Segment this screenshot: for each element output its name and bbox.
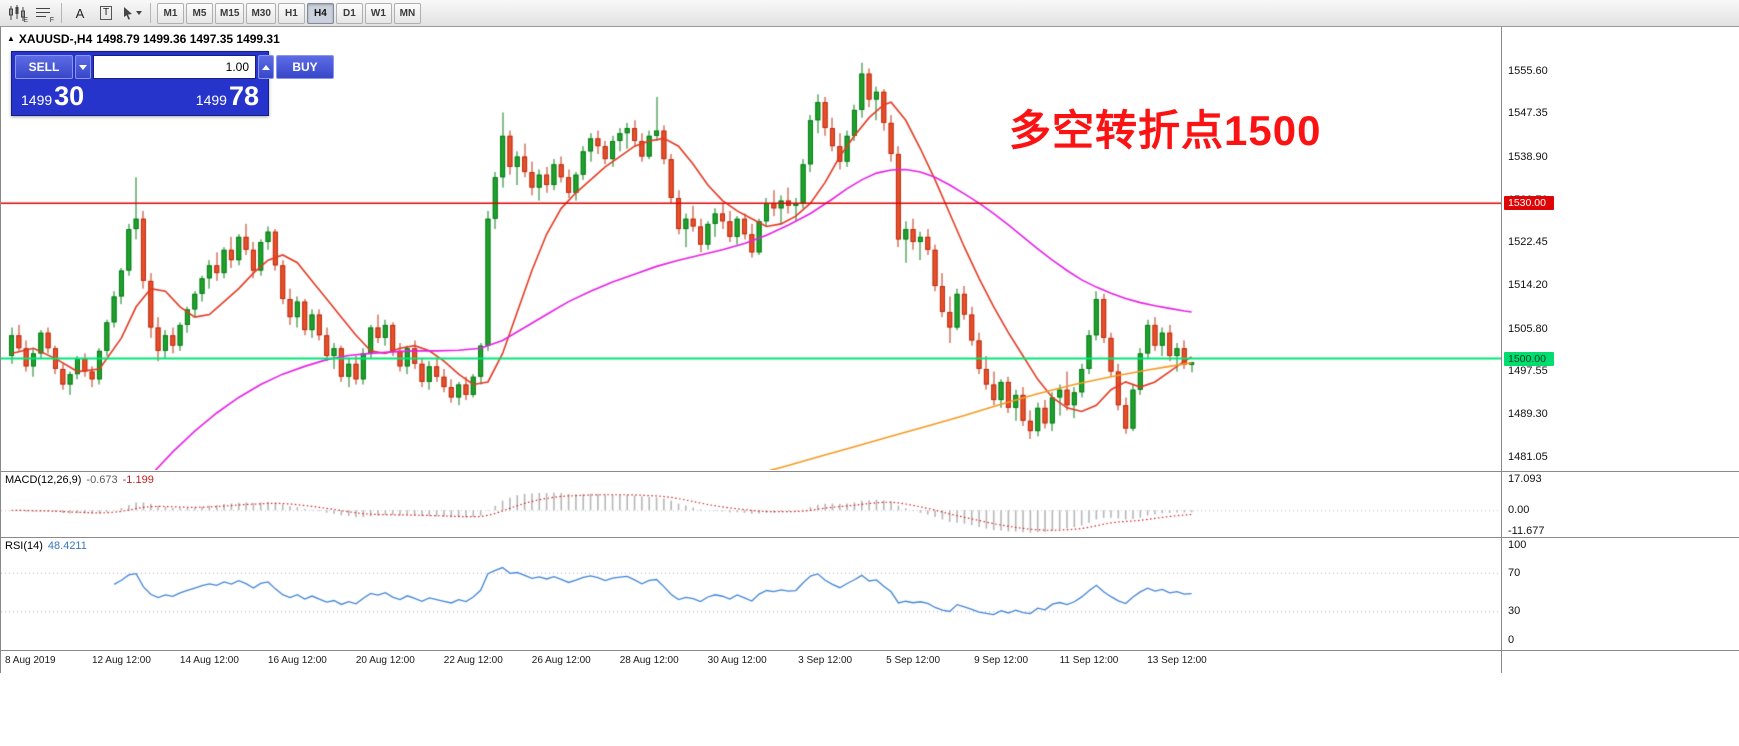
macd-panel[interactable]: MACD(12,26,9) -0.673 -1.199 [1,472,1501,537]
cursor-arrow-icon [124,7,132,20]
sell-price-main: 1499 [21,92,53,108]
rsi-label: RSI(14) [5,540,43,552]
date-label: 22 Aug 12:00 [443,655,503,666]
new-chart-icon[interactable]: E [4,2,30,24]
toolbar-separator [150,3,151,23]
rsi-tick-label: 0 [1508,634,1515,646]
date-axis-row: 8 Aug 2019 12 Aug 12:00 14 Aug 12:00 16 Aug… [1,650,1739,673]
rsi-panel[interactable]: RSI(14) 48.4211 [1,538,1501,650]
macd-canvas[interactable] [1,472,1501,537]
macd-label: MACD(12,26,9) [5,474,82,486]
sell-price[interactable]: 1499 30 [21,83,84,110]
rsi-header: RSI(14) 48.4211 [5,540,87,552]
one-click-trading-panel: SELL BUY 1499 30 1499 78 [11,51,334,116]
date-label: 12 Aug 12:00 [91,655,151,666]
price-level-badge: 1530.00 [1504,196,1554,211]
profiles-sub-label: F [49,17,54,24]
date-label: 3 Sep 12:00 [798,655,853,666]
price-tick-label: 1555.60 [1508,64,1548,77]
list-glyph [36,8,50,17]
chart-window: ▲ XAUUSD-,H4 1498.79 1499.36 1497.35 149… [0,27,1739,673]
window-marker-icon: ▲ [7,34,15,43]
macd-header: MACD(12,26,9) -0.673 -1.199 [5,474,154,486]
macd-tick-label: 0.00 [1508,504,1530,517]
date-label: 5 Sep 12:00 [886,655,941,666]
date-axis-corner [1501,651,1739,673]
date-label: 14 Aug 12:00 [179,655,239,666]
date-label: 13 Sep 12:00 [1147,655,1207,666]
macd-axis[interactable]: 17.093 0.00 -11.677 [1501,472,1739,537]
price-tick-label: 1522.45 [1508,236,1548,249]
buy-price-pips: 78 [228,81,259,111]
toolbar: E F A T M1 M5 M15 M30 H1 H4 D1 W1 MN [0,0,1739,27]
date-label: 16 Aug 12:00 [267,655,327,666]
timeframe-button-d1[interactable]: D1 [335,2,363,24]
date-label: 11 Sep 12:00 [1059,655,1119,666]
date-label: 30 Aug 12:00 [707,655,767,666]
rsi-value: 48.4211 [47,540,87,552]
macd-tick-label: -11.677 [1508,525,1545,537]
triangle-down-icon [79,64,87,70]
buy-price-main: 1499 [195,92,227,108]
toolbar-separator [61,3,62,23]
date-label: 20 Aug 12:00 [355,655,415,666]
volume-increase-button[interactable] [258,55,274,79]
price-axis[interactable]: 1555.601547.351538.901530.701522.451514.… [1501,27,1739,471]
macd-panel-row: MACD(12,26,9) -0.673 -1.199 17.093 0.00 -11.… [1,471,1739,537]
price-tick-label: 1538.90 [1508,151,1548,164]
rsi-panel-row: RSI(14) 48.4211 100 70 30 0 [1,537,1739,650]
date-label: 9 Sep 12:00 [974,655,1029,666]
text-tool-icon[interactable]: A [75,5,85,21]
date-label: 26 Aug 12:00 [531,655,591,666]
chevron-down-icon [136,11,142,15]
rsi-tick-label: 70 [1508,566,1521,579]
expert-sub-label: E [23,17,28,24]
ohlc-values: 1498.79 1499.36 1497.35 1499.31 [96,32,280,46]
rsi-canvas[interactable] [1,538,1501,650]
candlestick-glyph [9,5,25,21]
timeframe-button-m5[interactable]: M5 [186,2,213,24]
symbol-period-label: XAUUSD-,H4 [18,32,93,46]
price-tick-label: 1497.55 [1508,365,1548,378]
timeframe-button-mn[interactable]: MN [393,2,421,24]
price-tick-label: 1489.30 [1508,408,1548,421]
macd-tick-label: 17.093 [1508,473,1542,485]
volume-input[interactable] [93,55,256,79]
price-chart[interactable]: ▲ XAUUSD-,H4 1498.79 1499.36 1497.35 149… [1,27,1501,471]
date-label: 28 Aug 12:00 [619,655,679,666]
timeframe-button-m30[interactable]: M30 [246,2,276,24]
cursor-tool-button[interactable] [119,2,145,24]
price-tick-label: 1514.20 [1508,279,1548,292]
date-label: 8 Aug 2019 [5,655,56,666]
rsi-axis[interactable]: 100 70 30 0 [1501,538,1739,650]
date-axis[interactable]: 8 Aug 2019 12 Aug 12:00 14 Aug 12:00 16 Aug… [1,651,1501,673]
timeframe-button-m1[interactable]: M1 [157,2,184,24]
buy-price[interactable]: 1499 78 [196,83,259,110]
volume-decrease-button[interactable] [75,55,91,79]
timeframe-button-m15[interactable]: M15 [215,2,245,24]
buy-button[interactable]: BUY [276,55,334,79]
rsi-tick-label: 30 [1508,605,1521,618]
price-tick-label: 1547.35 [1508,107,1548,120]
chart-text-annotation: 多空转折点1500 [1009,107,1322,154]
price-panel-row: ▲ XAUUSD-,H4 1498.79 1499.36 1497.35 149… [1,27,1739,471]
timeframe-button-h4[interactable]: H4 [306,2,334,24]
price-tick-label: 1481.05 [1508,450,1548,463]
price-tick-label: 1505.80 [1508,322,1548,335]
timeframe-buttons: M1 M5 M15 M30 H1 H4 D1 W1 MN [156,2,422,24]
triangle-up-icon [262,64,270,70]
rsi-tick-label: 100 [1508,539,1527,551]
sell-price-pips: 30 [54,81,85,111]
template-tool-icon[interactable]: T [93,2,119,24]
boxed-t-glyph: T [99,6,113,20]
macd-signal-value: -1.199 [122,474,154,486]
price-level-badge: 1500.00 [1504,351,1554,366]
timeframe-button-h1[interactable]: H1 [277,2,305,24]
chart-title: ▲ XAUUSD-,H4 1498.79 1499.36 1497.35 149… [7,32,280,46]
timeframe-button-w1[interactable]: W1 [364,2,392,24]
profiles-icon[interactable]: F [30,2,56,24]
sell-button[interactable]: SELL [15,55,73,79]
macd-main-value: -0.673 [86,474,118,486]
